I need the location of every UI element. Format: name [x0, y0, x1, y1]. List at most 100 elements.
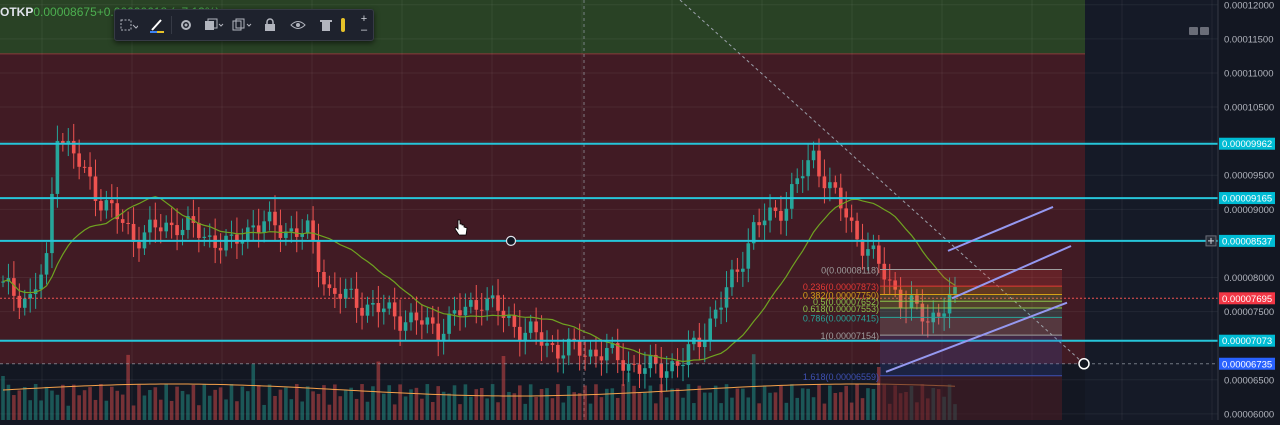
volume-bar [860, 398, 865, 420]
volume-bar [251, 364, 256, 420]
fib-level-label: 0.786(0.00007415) [803, 313, 879, 323]
volume-bar [686, 384, 691, 420]
candle-body [800, 176, 805, 179]
volume-bar [719, 403, 723, 420]
visual-order-icon[interactable] [200, 11, 228, 39]
volume-bar [28, 400, 32, 420]
candle-body [436, 323, 440, 342]
candle-body [746, 243, 751, 269]
volume-bar [556, 384, 560, 420]
volume-bar [273, 395, 277, 420]
volume-bar [583, 385, 587, 420]
volume-bar [131, 405, 136, 420]
candle-body [534, 321, 538, 333]
candle-body [615, 343, 620, 361]
volume-bar [110, 386, 114, 420]
grid [0, 0, 1218, 420]
candle-body [425, 317, 430, 325]
settings-icon[interactable] [172, 11, 200, 39]
candle-body [126, 222, 130, 224]
zoom-stepper[interactable]: + – [357, 11, 371, 39]
candle-body [681, 365, 685, 367]
volume-bar [648, 385, 653, 420]
volume-bar [137, 384, 141, 420]
candle-body [218, 247, 223, 251]
volume-bar [724, 384, 729, 420]
visibility-icon[interactable] [284, 11, 312, 39]
price-axis-background [1218, 0, 1280, 420]
brush-icon[interactable] [143, 11, 171, 39]
fib-level-label: 0.236(0.00007873) [803, 282, 879, 292]
volume-bar [343, 389, 348, 420]
volume-bar [197, 405, 201, 420]
volume-bar [262, 404, 266, 420]
candle-body [93, 176, 98, 201]
candle-body [39, 274, 43, 290]
volume-bar [218, 387, 223, 420]
volume-bar [430, 402, 435, 420]
volume-bar [692, 403, 696, 420]
candle-body [811, 150, 816, 161]
volume-bar [1, 376, 5, 420]
volume-bar [294, 384, 299, 420]
candle-body [191, 216, 196, 223]
zoom-out-icon[interactable]: – [360, 24, 368, 36]
symbol-name[interactable]: OTKP [0, 5, 34, 19]
fib-level-label: 0(0.00008118) [821, 265, 879, 275]
zoom-in-icon[interactable]: + [360, 13, 368, 25]
clone-icon[interactable] [228, 11, 256, 39]
candle-body [338, 293, 343, 299]
price-tick-label: 0.00011500 [1224, 34, 1274, 45]
volume-bar [643, 392, 647, 420]
candle-body [855, 220, 859, 240]
volume-bar [795, 397, 800, 420]
candle-body [316, 240, 321, 272]
volume-bar [371, 386, 375, 420]
volume-bar [817, 384, 821, 420]
level-price-label: 0.00007073 [1222, 336, 1272, 347]
candle-body [556, 344, 560, 359]
candle-body [115, 203, 120, 220]
volume-bar [398, 384, 402, 420]
price-tick-label: 0.00006000 [1224, 409, 1274, 420]
volume-bar [615, 397, 620, 420]
lock-icon[interactable] [256, 11, 284, 39]
pane-collapse-icon[interactable] [1189, 27, 1198, 35]
volume-bar [474, 389, 479, 420]
drawing-mode-icon[interactable] [115, 11, 143, 39]
delete-icon[interactable] [312, 11, 340, 39]
volume-bar [180, 390, 185, 420]
volume-bar [501, 356, 506, 420]
candle-body [485, 298, 489, 311]
candle-body [153, 219, 158, 228]
volume-bar [44, 386, 49, 420]
candle-body [55, 140, 60, 194]
price-tick-label: 0.00006500 [1224, 375, 1274, 386]
candle-body [828, 182, 832, 189]
volume-bar [751, 354, 756, 420]
pane-maximize-icon[interactable] [1200, 27, 1209, 35]
volume-bar [528, 384, 533, 420]
volume-bar [115, 390, 120, 420]
candle-body [175, 225, 179, 236]
candle-body [757, 222, 761, 226]
candle-body [577, 340, 582, 356]
volume-bar [403, 396, 408, 420]
volume-bar [392, 404, 397, 420]
candle-body [240, 241, 245, 244]
candle-body [936, 312, 941, 317]
volume-bar [22, 386, 27, 420]
crosshair-price-tag [1219, 357, 1275, 370]
volume-bar [550, 398, 555, 420]
fib-band [880, 307, 1062, 318]
volume-bar [496, 402, 500, 420]
volume-bar [757, 403, 761, 420]
candle-body [300, 233, 304, 237]
volume-bar [523, 403, 528, 420]
candle-body [920, 303, 925, 322]
volume-bar [572, 392, 576, 420]
volume-bar [349, 387, 353, 420]
volume-bar [436, 386, 440, 420]
volume-bar [104, 400, 109, 420]
